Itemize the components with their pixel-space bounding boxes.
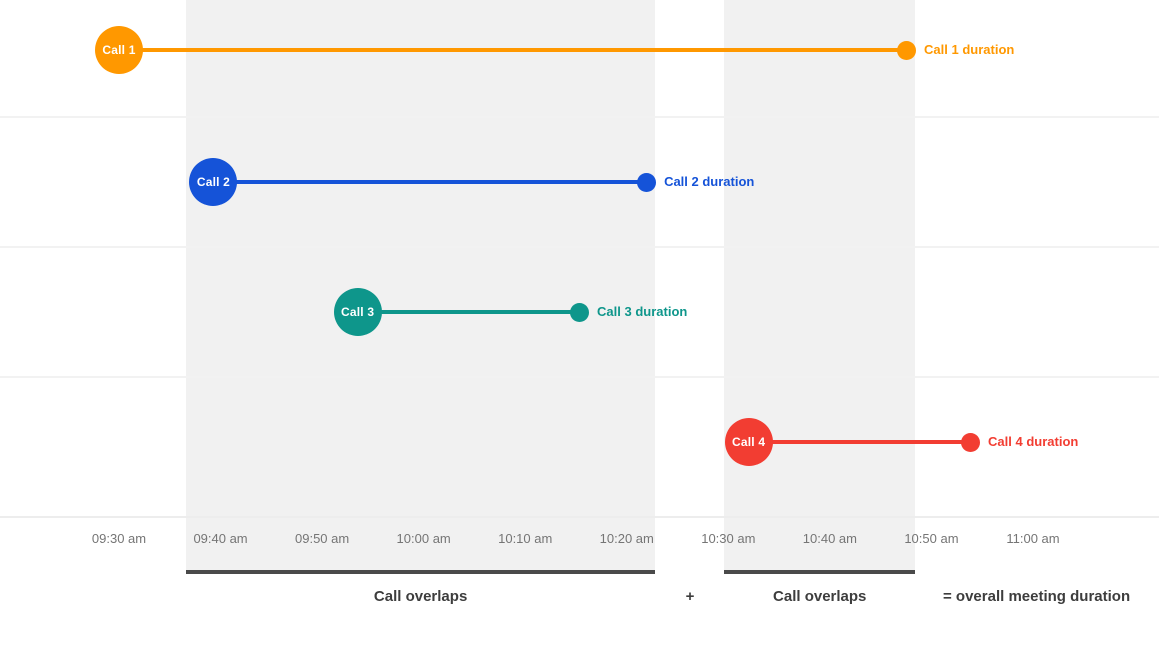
overlap-underline <box>186 570 656 574</box>
x-tick-label: 09:40 am <box>193 531 248 546</box>
call-2-duration-label: Call 2 duration <box>664 174 755 189</box>
x-tick-label: 10:50 am <box>904 531 959 546</box>
overlap-label: Call overlaps <box>373 588 468 605</box>
call-1-duration-line <box>119 48 907 52</box>
call-2-start-marker[interactable]: Call 2 <box>189 158 238 206</box>
call-4-start-marker[interactable]: Call 4 <box>724 418 773 466</box>
call-4-label: Call 4 <box>732 435 766 449</box>
overlap-label: Call overlaps <box>773 588 867 605</box>
call-3-duration-label: Call 3 duration <box>597 304 688 319</box>
call-3-end-marker[interactable] <box>569 302 589 322</box>
call-2-end-marker[interactable] <box>636 172 656 192</box>
x-tick-label: 10:00 am <box>396 531 451 546</box>
overlap-underline <box>724 570 916 574</box>
call-1-end-marker[interactable] <box>896 40 916 60</box>
call-3-start-marker[interactable]: Call 3 <box>333 288 382 336</box>
call-3-label: Call 3 <box>341 305 375 319</box>
call-2-label: Call 2 <box>196 175 231 189</box>
x-tick-label: 10:10 am <box>498 531 553 546</box>
x-tick-label: 10:20 am <box>599 531 654 546</box>
overlap-region <box>186 0 656 570</box>
x-tick-label: 10:40 am <box>802 531 857 546</box>
call-4-duration-line <box>748 440 971 444</box>
gridline <box>0 376 1159 378</box>
call-1-duration-label: Call 1 duration <box>924 42 1015 57</box>
call-4-end-marker[interactable] <box>960 432 980 452</box>
gridline <box>0 116 1159 118</box>
overall-meeting-duration-label: = overall meeting duration <box>943 588 1131 605</box>
x-axis-line <box>0 516 1159 518</box>
call-3-duration-line <box>357 310 580 314</box>
x-tick-label: 09:50 am <box>295 531 350 546</box>
overlap-region <box>724 0 916 570</box>
call-1-start-marker[interactable]: Call 1 <box>95 26 143 74</box>
plus-sign: + <box>685 588 695 605</box>
x-tick-label: 10:30 am <box>701 531 756 546</box>
call-4-duration-label: Call 4 duration <box>988 434 1079 449</box>
call-2-duration-line <box>213 180 647 184</box>
call-1-label: Call 1 <box>102 43 136 57</box>
gridline <box>0 246 1159 248</box>
x-tick-label: 09:30 am <box>91 531 147 546</box>
x-tick-label: 11:00 am <box>1006 531 1060 546</box>
